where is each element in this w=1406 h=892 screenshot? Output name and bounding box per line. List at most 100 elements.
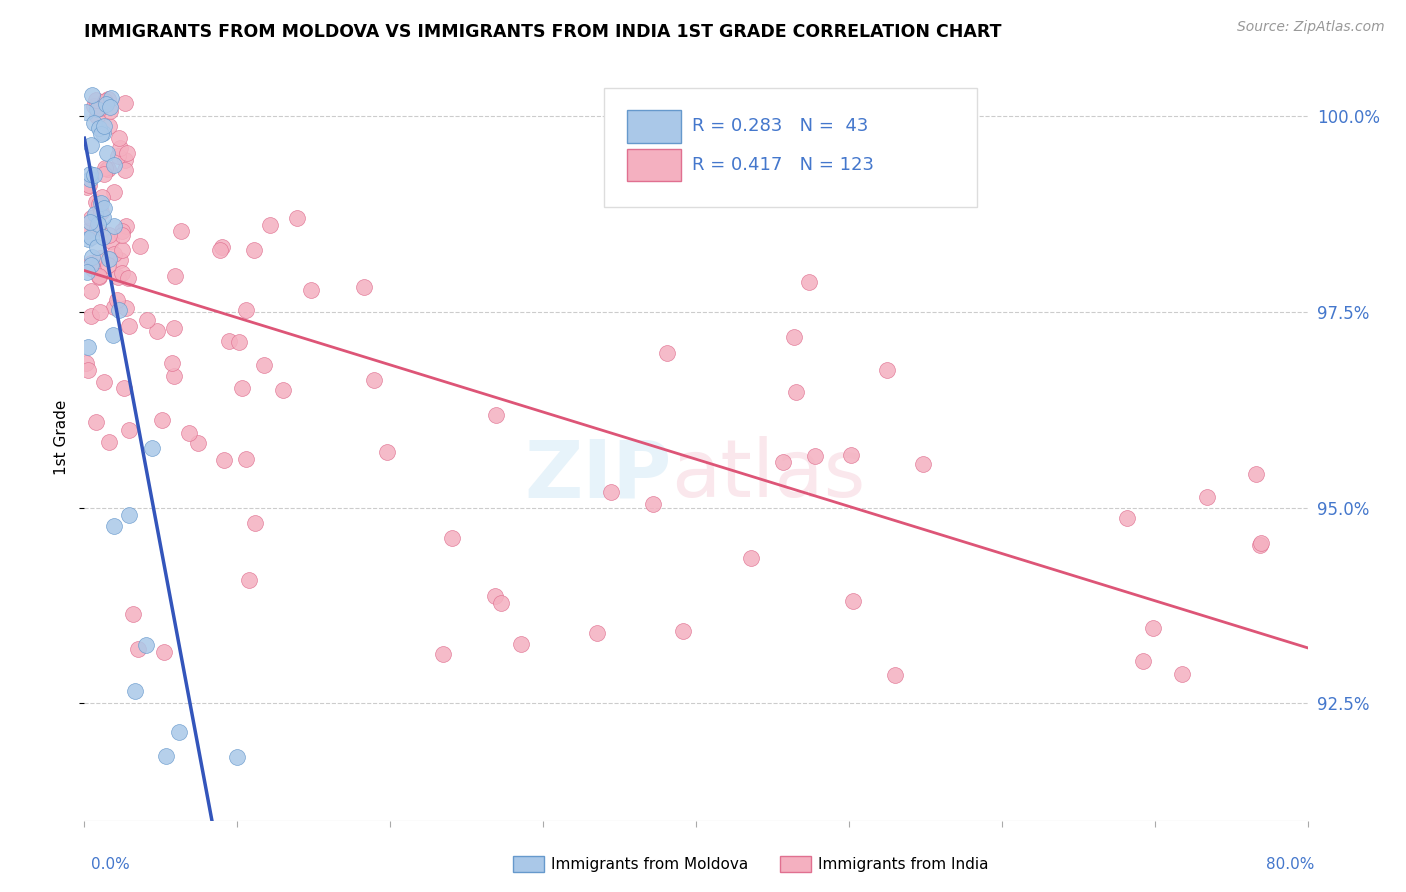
Point: [211, 240, 233, 254]
Point: [84, 415, 107, 429]
Point: [93, 375, 115, 389]
Point: [79, 285, 101, 299]
Point: [115, 146, 138, 161]
Point: [80, 88, 103, 103]
Point: [90, 195, 112, 210]
Point: [242, 244, 264, 258]
Y-axis label: 1st Grade: 1st Grade: [53, 400, 69, 475]
Point: [86, 102, 108, 116]
Point: [163, 268, 186, 283]
Point: [103, 300, 125, 314]
Point: [273, 383, 295, 397]
Point: [485, 408, 508, 422]
Point: [842, 594, 865, 608]
Point: [76, 104, 98, 119]
Point: [108, 252, 131, 267]
Point: [884, 668, 907, 682]
Point: [97, 259, 120, 273]
Point: [153, 645, 176, 659]
Point: [89, 270, 111, 285]
Point: [509, 637, 531, 651]
Point: [243, 516, 266, 530]
Point: [80, 258, 103, 272]
Point: [1142, 621, 1164, 635]
Point: [363, 373, 385, 387]
Text: R = 0.417   N = 123: R = 0.417 N = 123: [692, 156, 875, 174]
Point: [80, 211, 103, 225]
Point: [90, 205, 112, 219]
Point: [150, 413, 173, 427]
Point: [80, 138, 103, 153]
Point: [79, 172, 101, 186]
Point: [135, 312, 157, 326]
Point: [111, 227, 134, 242]
Point: [876, 363, 898, 377]
Point: [1171, 666, 1194, 681]
Point: [108, 141, 131, 155]
Point: [97, 162, 120, 177]
Point: [440, 531, 463, 545]
Point: [169, 725, 191, 739]
Point: [79, 167, 101, 181]
Point: [163, 368, 186, 383]
Point: [93, 202, 115, 216]
Point: [285, 211, 308, 226]
Point: [86, 221, 108, 235]
Point: [117, 319, 139, 334]
Point: [187, 435, 209, 450]
Point: [96, 161, 118, 176]
Point: [155, 749, 177, 764]
Point: [114, 301, 136, 316]
Point: [103, 519, 125, 533]
Point: [97, 434, 120, 449]
Point: [91, 230, 114, 244]
FancyBboxPatch shape: [605, 88, 977, 207]
Point: [107, 149, 129, 163]
Point: [103, 185, 125, 199]
Point: [177, 425, 200, 440]
Point: [94, 94, 117, 108]
Point: [98, 119, 121, 133]
FancyBboxPatch shape: [627, 111, 682, 143]
Point: [804, 449, 827, 463]
Point: [124, 683, 146, 698]
Point: [86, 109, 108, 123]
Point: [86, 240, 108, 254]
Point: [75, 356, 97, 370]
Point: [93, 167, 115, 181]
Point: [911, 457, 934, 471]
Point: [103, 158, 125, 172]
Point: [103, 246, 125, 260]
Point: [84, 194, 107, 209]
Point: [91, 190, 114, 204]
Text: Immigrants from Moldova: Immigrants from Moldova: [551, 857, 748, 871]
Point: [235, 302, 257, 317]
Point: [100, 91, 122, 105]
Point: [599, 485, 621, 500]
Point: [89, 252, 111, 266]
Point: [82, 262, 104, 277]
Point: [89, 305, 111, 319]
Text: Source: ZipAtlas.com: Source: ZipAtlas.com: [1237, 20, 1385, 34]
Point: [115, 219, 138, 233]
Point: [1195, 490, 1218, 504]
Point: [141, 442, 163, 456]
Point: [1244, 467, 1267, 481]
Point: [83, 168, 105, 182]
FancyBboxPatch shape: [627, 149, 682, 181]
Point: [76, 232, 98, 246]
Point: [839, 448, 862, 462]
Point: [785, 384, 807, 399]
Point: [740, 551, 762, 566]
Point: [238, 573, 260, 587]
Point: [122, 607, 145, 622]
Point: [353, 280, 375, 294]
Point: [114, 95, 136, 110]
Text: IMMIGRANTS FROM MOLDOVA VS IMMIGRANTS FROM INDIA 1ST GRADE CORRELATION CHART: IMMIGRANTS FROM MOLDOVA VS IMMIGRANTS FR…: [84, 23, 1002, 41]
Text: ZIP: ZIP: [524, 436, 672, 515]
Point: [160, 356, 183, 370]
Point: [80, 309, 103, 323]
Point: [108, 130, 131, 145]
Point: [98, 100, 121, 114]
Point: [87, 268, 110, 283]
